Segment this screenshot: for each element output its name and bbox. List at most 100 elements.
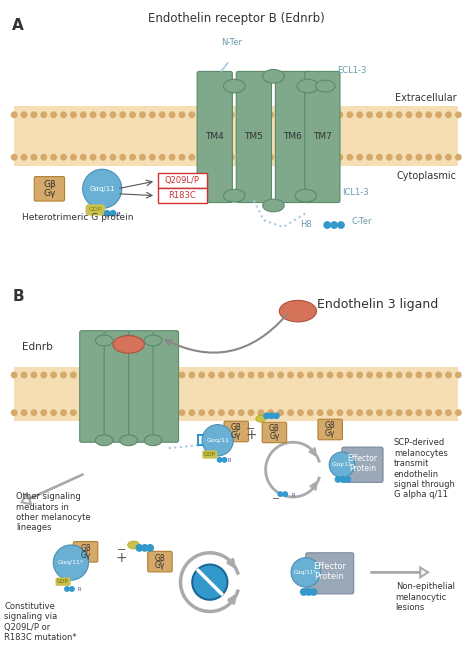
- Circle shape: [247, 410, 255, 416]
- Circle shape: [11, 371, 18, 378]
- Circle shape: [300, 588, 308, 596]
- Circle shape: [129, 112, 136, 118]
- Circle shape: [337, 154, 343, 161]
- FancyBboxPatch shape: [305, 71, 340, 202]
- Circle shape: [30, 371, 37, 378]
- Circle shape: [228, 371, 235, 378]
- Circle shape: [297, 154, 304, 161]
- Circle shape: [109, 210, 117, 217]
- Circle shape: [149, 112, 156, 118]
- Text: SCP-derived
melanocytes
transmit
endothelin
signal through
G alpha q/11: SCP-derived melanocytes transmit endothe…: [394, 438, 455, 499]
- Circle shape: [277, 410, 284, 416]
- Circle shape: [307, 112, 314, 118]
- FancyBboxPatch shape: [14, 106, 458, 136]
- Circle shape: [346, 112, 353, 118]
- Circle shape: [80, 410, 87, 416]
- Circle shape: [159, 154, 165, 161]
- Text: Heterotrimeric G protein: Heterotrimeric G protein: [22, 214, 134, 223]
- Circle shape: [435, 154, 442, 161]
- Text: Gαq/11*: Gαq/11*: [294, 570, 317, 575]
- Circle shape: [217, 457, 223, 463]
- FancyBboxPatch shape: [73, 541, 98, 562]
- Circle shape: [188, 410, 195, 416]
- Circle shape: [90, 112, 97, 118]
- Circle shape: [179, 154, 185, 161]
- Text: Cytoplasmic: Cytoplasmic: [396, 171, 456, 181]
- Circle shape: [297, 112, 304, 118]
- Circle shape: [291, 557, 320, 587]
- Circle shape: [50, 112, 57, 118]
- Circle shape: [221, 457, 228, 463]
- Circle shape: [346, 410, 353, 416]
- Text: −: −: [272, 494, 281, 504]
- Circle shape: [100, 410, 107, 416]
- Circle shape: [267, 112, 274, 118]
- Circle shape: [188, 371, 195, 378]
- Circle shape: [238, 371, 245, 378]
- Circle shape: [30, 154, 37, 161]
- Circle shape: [20, 112, 27, 118]
- Circle shape: [20, 371, 27, 378]
- Circle shape: [208, 112, 215, 118]
- Circle shape: [356, 112, 363, 118]
- Circle shape: [247, 112, 255, 118]
- Text: ICL1-3: ICL1-3: [342, 188, 369, 197]
- Circle shape: [238, 154, 245, 161]
- Text: R183C: R183C: [169, 191, 196, 200]
- Text: Gβ: Gβ: [155, 554, 165, 563]
- Circle shape: [198, 154, 205, 161]
- Circle shape: [310, 588, 318, 596]
- Circle shape: [159, 112, 165, 118]
- Circle shape: [104, 210, 110, 217]
- FancyBboxPatch shape: [275, 71, 310, 202]
- Circle shape: [386, 154, 392, 161]
- Circle shape: [317, 410, 324, 416]
- Text: TM7: TM7: [313, 132, 332, 141]
- Circle shape: [109, 154, 116, 161]
- Circle shape: [356, 371, 363, 378]
- Ellipse shape: [224, 190, 245, 202]
- Circle shape: [257, 154, 264, 161]
- Circle shape: [445, 410, 452, 416]
- Circle shape: [169, 112, 175, 118]
- Text: GDP: GDP: [204, 452, 216, 457]
- Text: GDP: GDP: [89, 208, 102, 212]
- Circle shape: [376, 112, 383, 118]
- Circle shape: [198, 410, 205, 416]
- FancyBboxPatch shape: [80, 331, 105, 442]
- Circle shape: [339, 476, 346, 483]
- Circle shape: [415, 410, 422, 416]
- Circle shape: [208, 154, 215, 161]
- Circle shape: [455, 410, 462, 416]
- Circle shape: [208, 371, 215, 378]
- Circle shape: [218, 154, 225, 161]
- Circle shape: [366, 371, 373, 378]
- Circle shape: [218, 112, 225, 118]
- Circle shape: [70, 154, 77, 161]
- Circle shape: [90, 371, 97, 378]
- Text: Gβ: Gβ: [231, 423, 242, 432]
- Text: Gγ: Gγ: [231, 431, 241, 440]
- Circle shape: [50, 410, 57, 416]
- Circle shape: [366, 112, 373, 118]
- Circle shape: [297, 410, 304, 416]
- Circle shape: [268, 412, 275, 419]
- Text: Ednrb: Ednrb: [22, 343, 53, 352]
- Ellipse shape: [295, 190, 317, 202]
- FancyBboxPatch shape: [342, 447, 383, 482]
- Circle shape: [208, 410, 215, 416]
- Circle shape: [425, 154, 432, 161]
- Text: Gγ: Gγ: [43, 189, 55, 198]
- Circle shape: [287, 112, 294, 118]
- Text: H8: H8: [300, 220, 311, 229]
- Circle shape: [149, 371, 156, 378]
- Circle shape: [50, 154, 57, 161]
- Circle shape: [179, 112, 185, 118]
- Circle shape: [169, 154, 175, 161]
- Circle shape: [277, 371, 284, 378]
- Text: Gαq/11*: Gαq/11*: [58, 560, 84, 565]
- Circle shape: [218, 371, 225, 378]
- Circle shape: [149, 410, 156, 416]
- Text: A: A: [12, 18, 24, 32]
- Circle shape: [445, 154, 452, 161]
